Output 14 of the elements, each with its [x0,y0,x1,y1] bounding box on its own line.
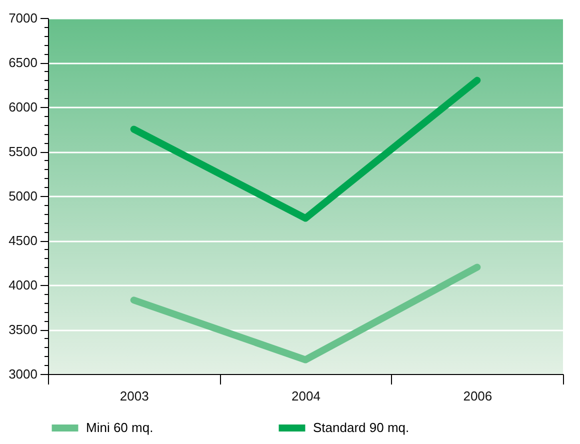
y-tick-label: 3500 [8,322,38,337]
legend-label: Standard 90 mq. [313,420,410,435]
x-tick-label: 2006 [463,388,492,404]
y-tick-label: 7000 [8,10,38,26]
x-tick-label: 2003 [120,388,149,404]
y-tick-label: 6500 [8,55,38,70]
y-tick-label: 4500 [8,233,38,248]
y-tick-label: 6000 [8,100,38,114]
y-tick-label: 4000 [8,278,38,292]
legend-label: Mini 60 mq. [86,420,154,435]
x-tick-label: 2004 [292,388,320,404]
y-tick-label: 5500 [8,144,38,159]
y-tick-label: 5000 [8,188,38,204]
y-tick-label: 3000 [8,366,38,382]
